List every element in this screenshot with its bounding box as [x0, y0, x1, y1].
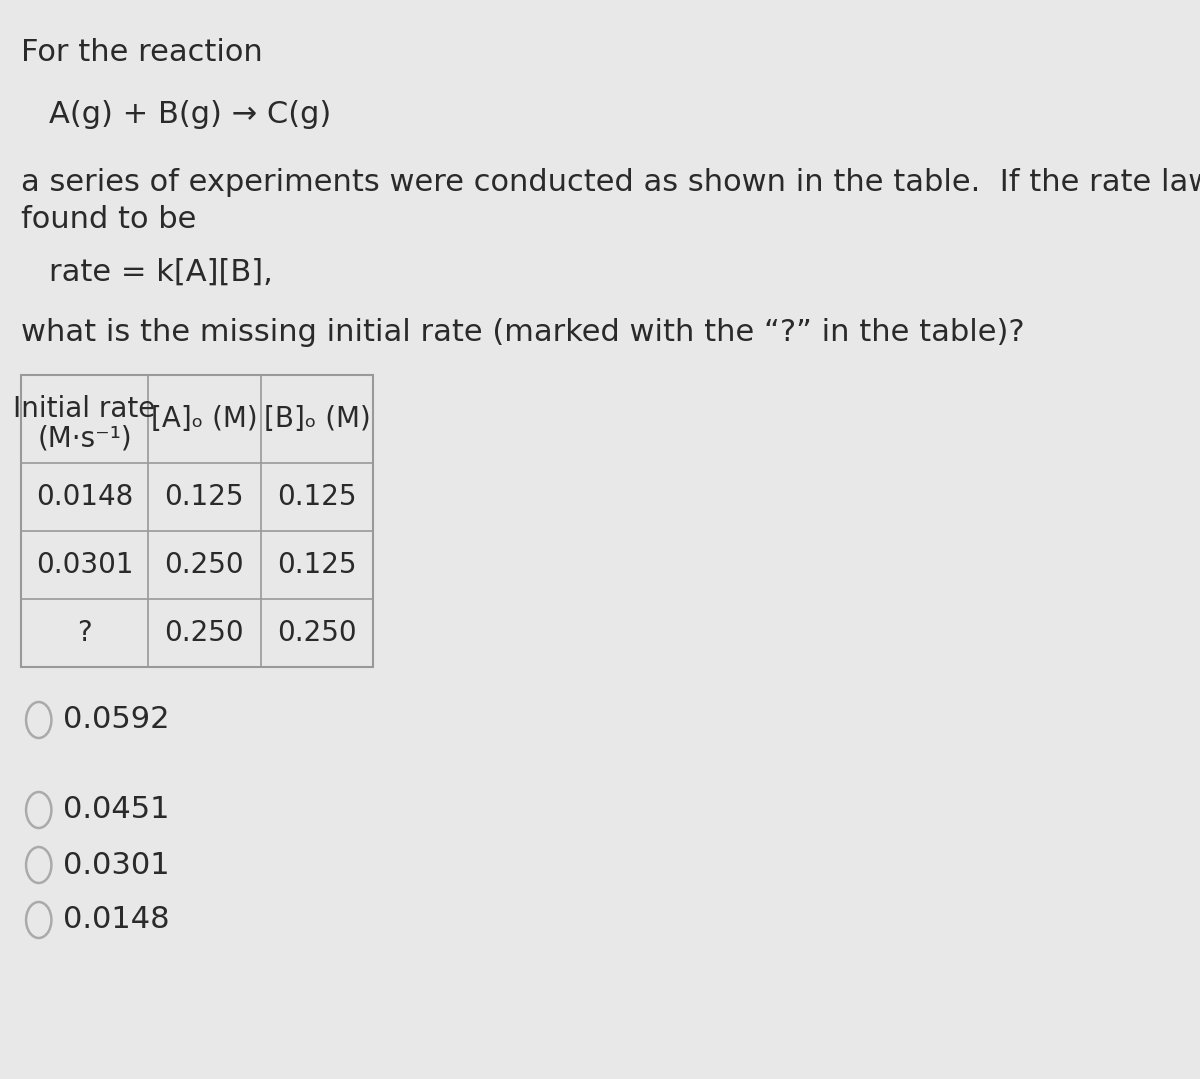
Text: [A]ₒ (M): [A]ₒ (M)	[151, 405, 258, 433]
Text: (M·s⁻¹): (M·s⁻¹)	[37, 425, 132, 453]
Text: Initial rate: Initial rate	[13, 395, 156, 423]
Text: 0.0301: 0.0301	[64, 850, 170, 879]
Text: what is the missing initial rate (marked with the “?” in the table)?: what is the missing initial rate (marked…	[22, 318, 1025, 347]
Text: 0.250: 0.250	[164, 551, 244, 579]
Text: 0.250: 0.250	[164, 619, 244, 647]
Text: [B]ₒ (M): [B]ₒ (M)	[264, 405, 371, 433]
Text: A(g) + B(g) → C(g): A(g) + B(g) → C(g)	[49, 100, 331, 129]
Text: 0.125: 0.125	[164, 483, 244, 511]
Text: 0.0148: 0.0148	[64, 905, 170, 934]
Bar	[22, 375, 373, 667]
Text: 0.0148: 0.0148	[36, 483, 133, 511]
Text: 0.0301: 0.0301	[36, 551, 133, 579]
Text: ?: ?	[77, 619, 92, 647]
Text: 0.250: 0.250	[277, 619, 356, 647]
Text: found to be: found to be	[22, 205, 197, 234]
Text: For the reaction: For the reaction	[22, 38, 263, 67]
Text: a series of experiments were conducted as shown in the table.  If the rate law w: a series of experiments were conducted a…	[22, 168, 1200, 197]
Text: rate = k[A][B],: rate = k[A][B],	[49, 258, 274, 287]
Text: 0.125: 0.125	[277, 551, 356, 579]
Text: 0.125: 0.125	[277, 483, 356, 511]
Text: 0.0451: 0.0451	[64, 795, 170, 824]
Text: 0.0592: 0.0592	[64, 706, 170, 735]
